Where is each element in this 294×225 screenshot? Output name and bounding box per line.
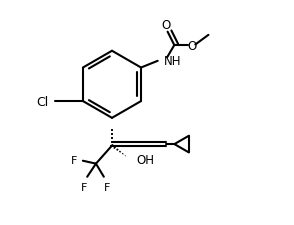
Text: O: O	[161, 18, 170, 32]
Text: F: F	[103, 182, 110, 192]
Text: F: F	[81, 182, 88, 192]
Text: Cl: Cl	[36, 95, 49, 108]
Text: OH: OH	[136, 153, 154, 166]
Text: F: F	[71, 155, 78, 165]
Text: O: O	[188, 39, 197, 52]
Text: NH: NH	[163, 54, 181, 68]
